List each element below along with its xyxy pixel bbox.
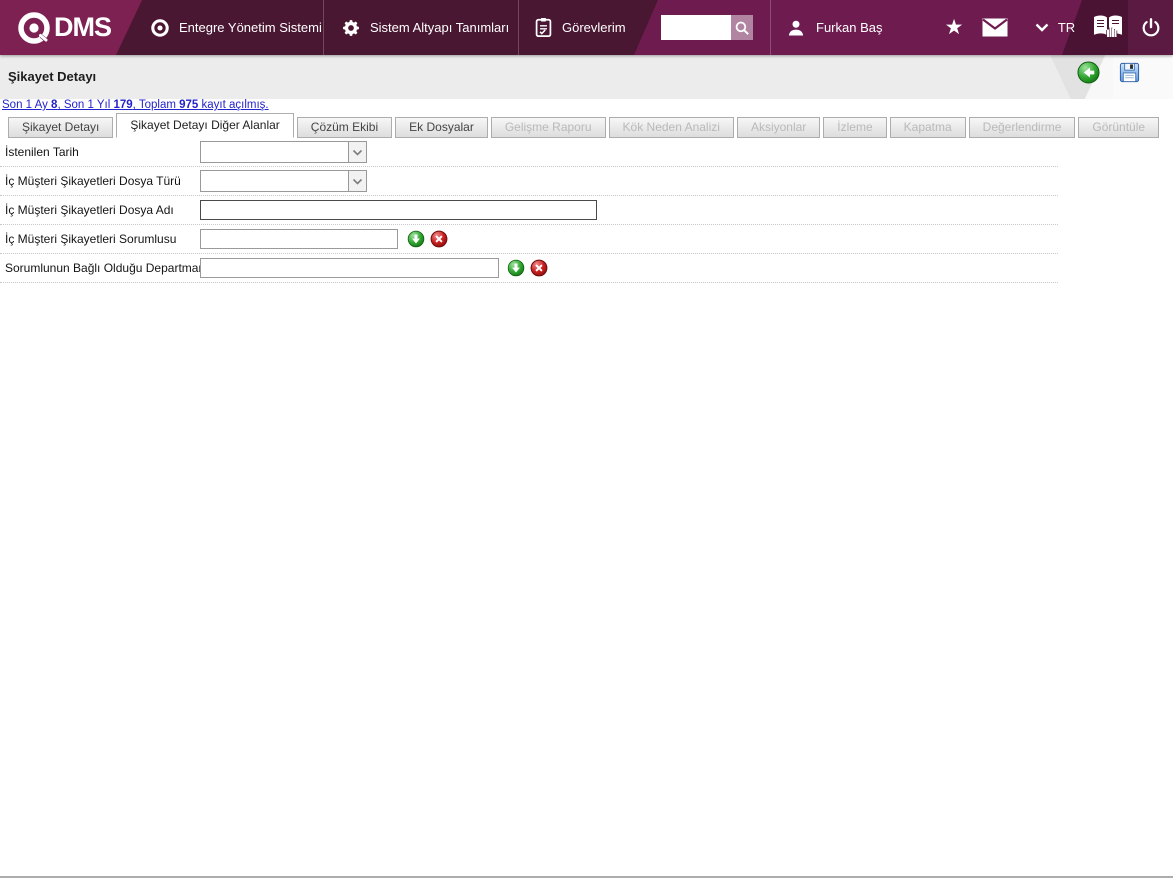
power-icon	[1140, 17, 1162, 39]
responsible-pick-button[interactable]	[407, 230, 425, 248]
search-input[interactable]	[661, 15, 731, 40]
requested-date-select[interactable]	[200, 141, 367, 163]
record-stats-link[interactable]: Son 1 Ay 8, Son 1 Yıl 179, Toplam 975 ka…	[2, 99, 269, 111]
tab-degerlendirme: Değerlendirme	[968, 117, 1076, 138]
form-row: Sorumlunun Bağlı Olduğu Departman	[0, 254, 1058, 283]
tab-goruntule: Görüntüle	[1078, 117, 1160, 138]
qdms-logo-icon	[16, 10, 52, 46]
responsible-input[interactable]	[200, 229, 398, 249]
star-icon: ★	[944, 16, 964, 39]
detail-tabs: Şikayet Detayı Şikayet Detayı Diğer Alan…	[0, 113, 1173, 138]
header-divider	[770, 0, 771, 55]
menu-item-gorevlerim[interactable]: Görevlerim	[534, 0, 626, 55]
clear-x-icon	[430, 230, 448, 248]
gear-icon	[341, 18, 361, 38]
complaint-detail-form: İstenilen Tarih İç Müşteri Şikayetleri D…	[0, 138, 1173, 283]
file-type-select[interactable]	[200, 170, 367, 192]
department-input[interactable]	[200, 258, 499, 278]
user-guide-button[interactable]	[1086, 0, 1130, 55]
select-arrow-icon[interactable]	[348, 142, 366, 162]
language-code: TR	[1057, 20, 1076, 35]
page-title: Şikayet Detayı	[8, 69, 97, 84]
form-row: İç Müşteri Şikayetleri Sorumlusu	[0, 225, 1058, 254]
user-icon	[786, 18, 806, 38]
menu-item-label: Sistem Altyapı Tanımları	[370, 20, 510, 35]
tab-ek-dosyalar[interactable]: Ek Dosyalar	[395, 117, 488, 138]
back-button[interactable]	[1077, 61, 1100, 84]
pick-down-icon	[507, 259, 525, 277]
field-label: İstenilen Tarih	[5, 145, 79, 159]
mail-icon	[982, 18, 1008, 37]
logout-button[interactable]	[1128, 0, 1173, 55]
header-divider	[323, 0, 324, 55]
user-name: Furkan Baş	[816, 20, 883, 35]
menu-section-background	[116, 0, 658, 55]
tasks-clipboard-icon	[534, 17, 553, 38]
page-title-bar: Şikayet Detayı	[0, 55, 1173, 99]
tab-sikayet-detayi-diger-alanlar[interactable]: Şikayet Detayı Diğer Alanlar	[116, 113, 294, 138]
form-row: İç Müşteri Şikayetleri Dosya Adı	[0, 196, 1058, 225]
search-button[interactable]	[731, 15, 753, 40]
back-icon	[1077, 61, 1100, 84]
field-label: İç Müşteri Şikayetleri Dosya Adı	[5, 203, 174, 217]
qdms-logo[interactable]: DMS	[0, 0, 142, 55]
clear-x-icon	[530, 259, 548, 277]
global-search	[661, 15, 753, 40]
menu-item-label: Görevlerim	[562, 20, 626, 35]
tab-izleme: İzleme	[823, 117, 887, 138]
department-pick-button[interactable]	[507, 259, 525, 277]
field-label: İç Müşteri Şikayetleri Dosya Türü	[5, 174, 181, 188]
user-menu[interactable]: Furkan Baş	[786, 0, 882, 55]
bottom-border	[0, 876, 1173, 878]
department-clear-button[interactable]	[530, 259, 548, 277]
pick-down-icon	[407, 230, 425, 248]
menu-item-label: Entegre Yönetim Sistemi	[179, 20, 322, 35]
favorites-button[interactable]: ★	[940, 0, 968, 55]
tab-cozum-ekibi[interactable]: Çözüm Ekibi	[296, 117, 393, 138]
file-name-input[interactable]	[200, 200, 597, 220]
menu-item-sistem-altyapi-tanimlari[interactable]: Sistem Altyapı Tanımları	[341, 0, 509, 55]
tab-aksiyonlar: Aksiyonlar	[736, 117, 821, 138]
menu-item-entegre-yonetim-sistemi[interactable]: Entegre Yönetim Sistemi	[150, 0, 322, 55]
chevron-down-icon	[1035, 23, 1049, 32]
form-row: İstenilen Tarih	[0, 138, 1058, 167]
header-divider	[518, 0, 519, 55]
responsible-clear-button[interactable]	[430, 230, 448, 248]
save-button[interactable]	[1118, 61, 1141, 84]
save-icon	[1118, 61, 1141, 84]
form-row: İç Müşteri Şikayetleri Dosya Türü	[0, 167, 1058, 196]
tab-sikayet-detayi[interactable]: Şikayet Detayı	[8, 117, 114, 138]
messages-button[interactable]	[980, 0, 1010, 55]
logo-brand-text: DMS	[54, 12, 112, 42]
tab-kapatma: Kapatma	[889, 117, 966, 138]
tab-gelisme-raporu: Gelişme Raporu	[490, 117, 606, 138]
qdms-ring-icon	[150, 18, 170, 38]
field-label: Sorumlunun Bağlı Olduğu Departman	[5, 261, 206, 275]
tab-kok-neden-analizi: Kök Neden Analizi	[608, 117, 734, 138]
user-guide-icon	[1091, 14, 1125, 42]
language-selector[interactable]: TR	[1026, 0, 1084, 55]
field-label: İç Müşteri Şikayetleri Sorumlusu	[5, 232, 177, 246]
top-navigation-bar: DMS Entegre Yönetim Sistemi Sistem Altya…	[0, 0, 1173, 55]
stats-row: Son 1 Ay 8, Son 1 Yıl 179, Toplam 975 ka…	[0, 99, 1173, 113]
search-icon	[734, 20, 750, 36]
select-arrow-icon[interactable]	[348, 171, 366, 191]
